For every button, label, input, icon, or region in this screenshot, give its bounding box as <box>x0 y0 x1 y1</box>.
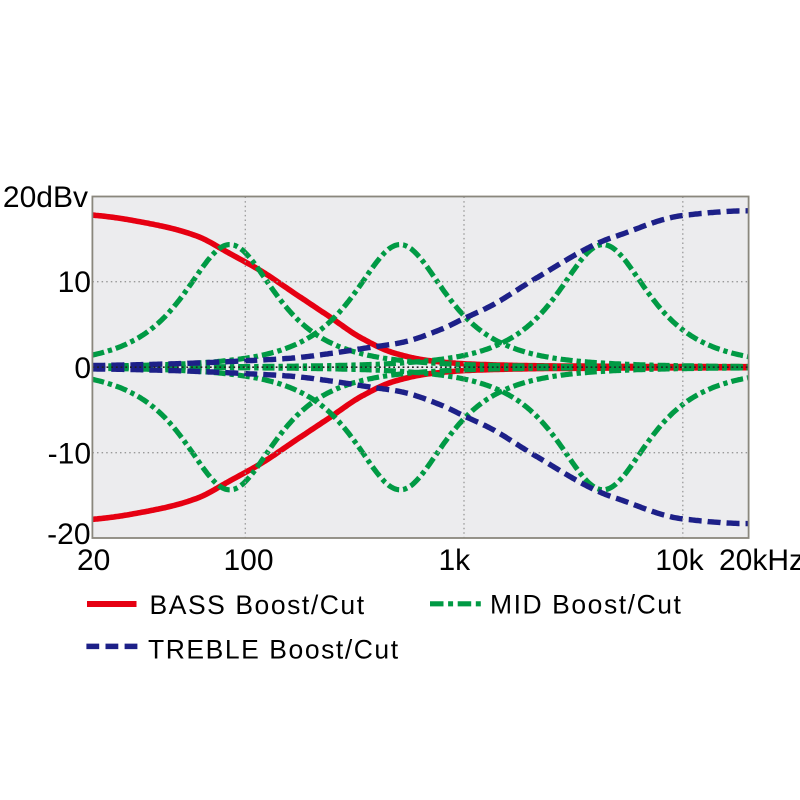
svg-text:100: 100 <box>223 544 273 577</box>
svg-text:20kHz: 20kHz <box>719 544 800 577</box>
svg-text:TREBLE Boost/Cut: TREBLE Boost/Cut <box>148 634 400 664</box>
svg-text:10k: 10k <box>655 544 704 577</box>
svg-text:MID Boost/Cut: MID Boost/Cut <box>490 590 682 620</box>
svg-text:BASS Boost/Cut: BASS Boost/Cut <box>150 590 366 620</box>
svg-text:10: 10 <box>58 266 91 299</box>
svg-text:1k: 1k <box>438 544 471 577</box>
svg-text:20dBv: 20dBv <box>3 181 88 214</box>
svg-text:-20: -20 <box>47 518 90 551</box>
svg-text:20: 20 <box>77 544 110 577</box>
svg-text:-10: -10 <box>48 438 91 471</box>
svg-text:0: 0 <box>74 352 91 385</box>
